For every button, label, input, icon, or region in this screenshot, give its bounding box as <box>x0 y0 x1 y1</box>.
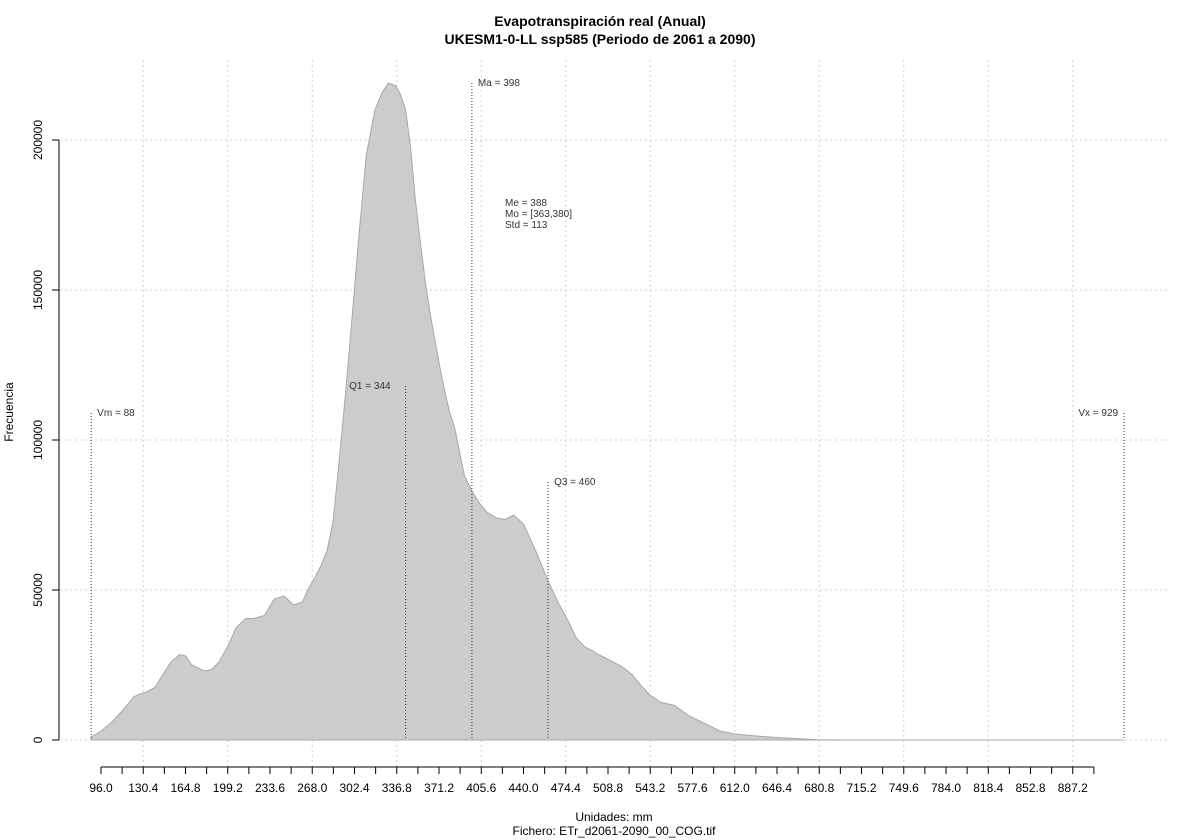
x-tick-label: 852.8 <box>1015 781 1045 795</box>
stat-text: Mo = [363,380] <box>505 209 572 220</box>
density-area-layer <box>90 82 1125 741</box>
x-tick-label: 577.6 <box>677 781 707 795</box>
y-axis: 0 50000 100000 150000 200000 <box>31 120 60 743</box>
x-tick-label: 508.8 <box>593 781 623 795</box>
x-tick-label: 440.0 <box>508 781 538 795</box>
x-tick-label: 371.2 <box>424 781 454 795</box>
x-tick-label: 612.0 <box>720 781 750 795</box>
x-tick-label: 784.0 <box>931 781 961 795</box>
x-axis-label: Unidades: mm <box>575 810 652 824</box>
x-tick-label: 96.0 <box>89 781 113 795</box>
y-tick-label: 100000 <box>31 420 45 460</box>
stat-label: Ma = 398 <box>478 78 520 89</box>
x-tick-label: 749.6 <box>889 781 919 795</box>
x-tick-label: 233.6 <box>255 781 285 795</box>
x-tick-label: 268.0 <box>297 781 327 795</box>
y-tick-label: 150000 <box>31 270 45 310</box>
chart-subtitle: UKESM1-0-LL ssp585 (Periodo de 2061 a 20… <box>445 31 756 47</box>
y-tick-label: 0 <box>31 736 45 743</box>
density-area <box>90 82 1125 741</box>
x-tick-label: 818.4 <box>973 781 1003 795</box>
x-axis: 96.0 130.4 164.8 199.2 233.6 268.0 302.4 336.8 3… <box>89 766 1095 795</box>
x-tick-label: 302.4 <box>339 781 369 795</box>
chart-title: Evapotranspiración real (Anual) <box>494 13 706 29</box>
x-tick-label: 164.8 <box>170 781 200 795</box>
x-tick-label: 474.4 <box>551 781 581 795</box>
stat-text: Std = 113 <box>505 220 548 231</box>
x-tick-label: 405.6 <box>466 781 496 795</box>
x-tick-label: 715.2 <box>846 781 876 795</box>
x-tick-label: 199.2 <box>213 781 243 795</box>
x-tick-label: 887.2 <box>1058 781 1088 795</box>
x-tick-label: 130.4 <box>128 781 158 795</box>
x-tick-label: 336.8 <box>382 781 412 795</box>
x-tick-label: 680.8 <box>804 781 834 795</box>
stat-label: Q1 = 344 <box>349 381 391 392</box>
y-axis-label: Frecuencia <box>2 382 16 442</box>
x-tick-label: 646.4 <box>762 781 792 795</box>
stat-label: Vx = 929 <box>1078 408 1118 419</box>
file-caption: Fichero: ETr_d2061-2090_00_COG.tif <box>513 824 717 838</box>
stat-label: Q3 = 460 <box>554 477 596 488</box>
annotation-layer: Vm = 88 Q1 = 344 Ma = 398 Q3 = 460 Vx = 929 <box>90 78 1125 740</box>
y-tick-label: 200000 <box>31 120 45 160</box>
stat-label: Vm = 88 <box>97 408 135 419</box>
stat-text: Me = 388 <box>505 198 547 209</box>
x-tick-label: 543.2 <box>635 781 665 795</box>
y-tick-label: 50000 <box>31 573 45 607</box>
